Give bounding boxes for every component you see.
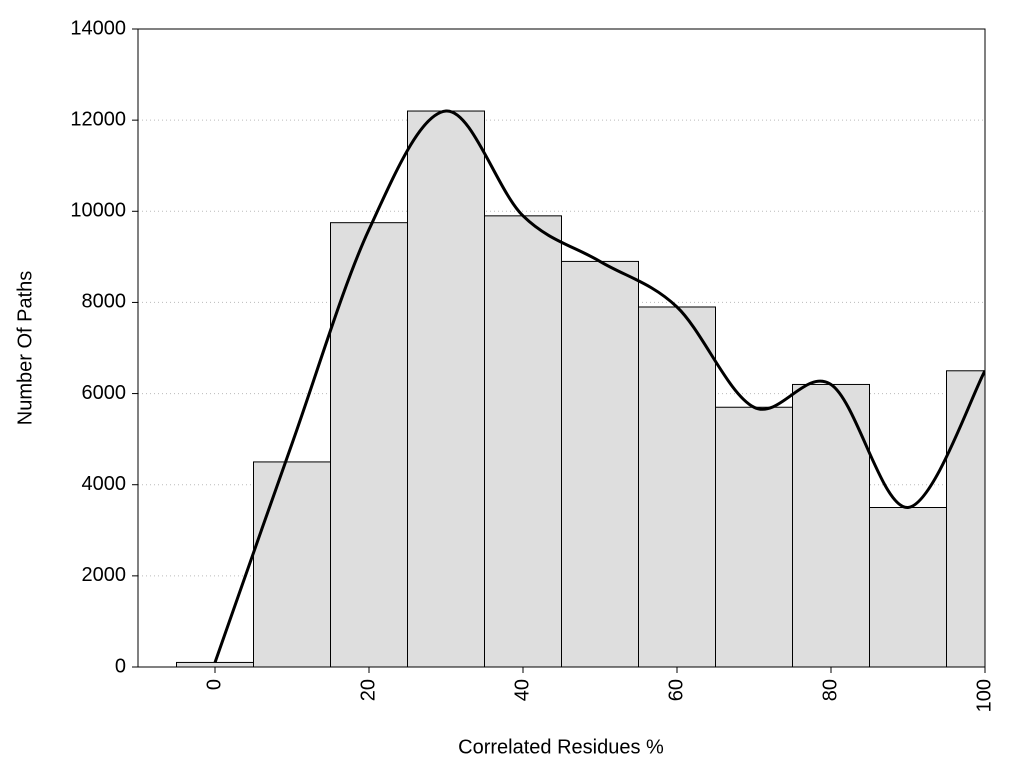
- bar: [715, 406, 793, 667]
- y-tick-label: 12000: [70, 108, 126, 130]
- bar: [792, 383, 870, 667]
- x-tick-label: 0: [203, 679, 225, 690]
- x-axis-label: Correlated Residues %: [458, 736, 664, 758]
- bars: [176, 110, 985, 667]
- bar: [253, 461, 331, 667]
- x-tick-label: 80: [819, 679, 841, 701]
- bar: [330, 222, 408, 667]
- bar: [561, 260, 639, 667]
- bar: [946, 370, 985, 667]
- plot-frame: [137, 28, 986, 668]
- y-tick-label: 14000: [70, 17, 126, 39]
- y-tick-label: 8000: [82, 291, 127, 313]
- bar: [407, 110, 485, 667]
- y-tick-label: 2000: [82, 564, 127, 586]
- x-tick-label: 20: [357, 679, 379, 701]
- y-tick-label: 10000: [70, 200, 126, 222]
- x-tick-label: 40: [511, 679, 533, 701]
- y-tick-label: 6000: [82, 382, 127, 404]
- y-tick-label: 4000: [82, 473, 127, 495]
- x-tick-label: 100: [973, 679, 995, 712]
- x-tick-label: 60: [665, 679, 687, 701]
- y-tick-label: 0: [115, 655, 126, 677]
- y-axis-label: Number Of Paths: [14, 271, 36, 426]
- bar: [176, 661, 254, 667]
- density-curve: [213, 109, 985, 663]
- bar: [638, 306, 716, 667]
- ticks: 0 2000 4000 6000 8000 10000 12000 14000 0 20 40 60 8…: [70, 17, 995, 712]
- bar: [484, 215, 562, 667]
- bar: [869, 507, 947, 667]
- curve-layer: [213, 109, 985, 663]
